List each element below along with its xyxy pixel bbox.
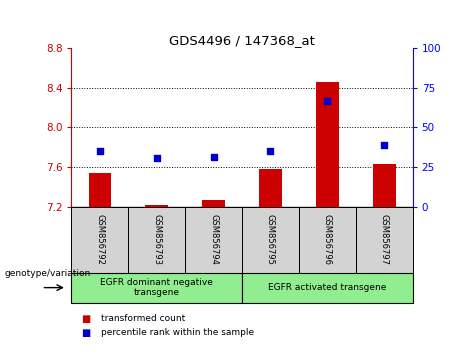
Point: [96, 149, 104, 154]
Text: transformed count: transformed count: [101, 314, 186, 323]
Point: [267, 149, 274, 154]
Text: percentile rank within the sample: percentile rank within the sample: [101, 328, 254, 337]
Bar: [299, 207, 356, 273]
Bar: [259, 169, 282, 207]
Point: [324, 98, 331, 103]
Text: ■: ■: [81, 328, 90, 338]
Bar: [242, 207, 299, 273]
Bar: [71, 273, 242, 303]
Text: genotype/variation: genotype/variation: [5, 269, 91, 278]
Text: GSM856792: GSM856792: [95, 215, 104, 265]
Bar: [71, 207, 128, 273]
Bar: [145, 205, 168, 207]
Text: EGFR dominant negative
transgene: EGFR dominant negative transgene: [100, 278, 213, 297]
Text: GSM856794: GSM856794: [209, 215, 218, 265]
Bar: [316, 82, 339, 207]
Point: [380, 143, 388, 148]
Text: ■: ■: [81, 314, 90, 324]
Point: [210, 154, 217, 160]
Bar: [356, 207, 413, 273]
Bar: [128, 207, 185, 273]
Title: GDS4496 / 147368_at: GDS4496 / 147368_at: [169, 34, 315, 47]
Text: GSM856797: GSM856797: [380, 214, 389, 266]
Text: GSM856793: GSM856793: [152, 214, 161, 266]
Bar: [242, 273, 413, 303]
Text: GSM856796: GSM856796: [323, 214, 332, 266]
Bar: [185, 207, 242, 273]
Bar: [373, 164, 396, 207]
Bar: [202, 200, 225, 207]
Bar: [89, 173, 111, 207]
Text: EGFR activated transgene: EGFR activated transgene: [268, 283, 386, 292]
Point: [153, 155, 160, 161]
Text: GSM856795: GSM856795: [266, 215, 275, 265]
